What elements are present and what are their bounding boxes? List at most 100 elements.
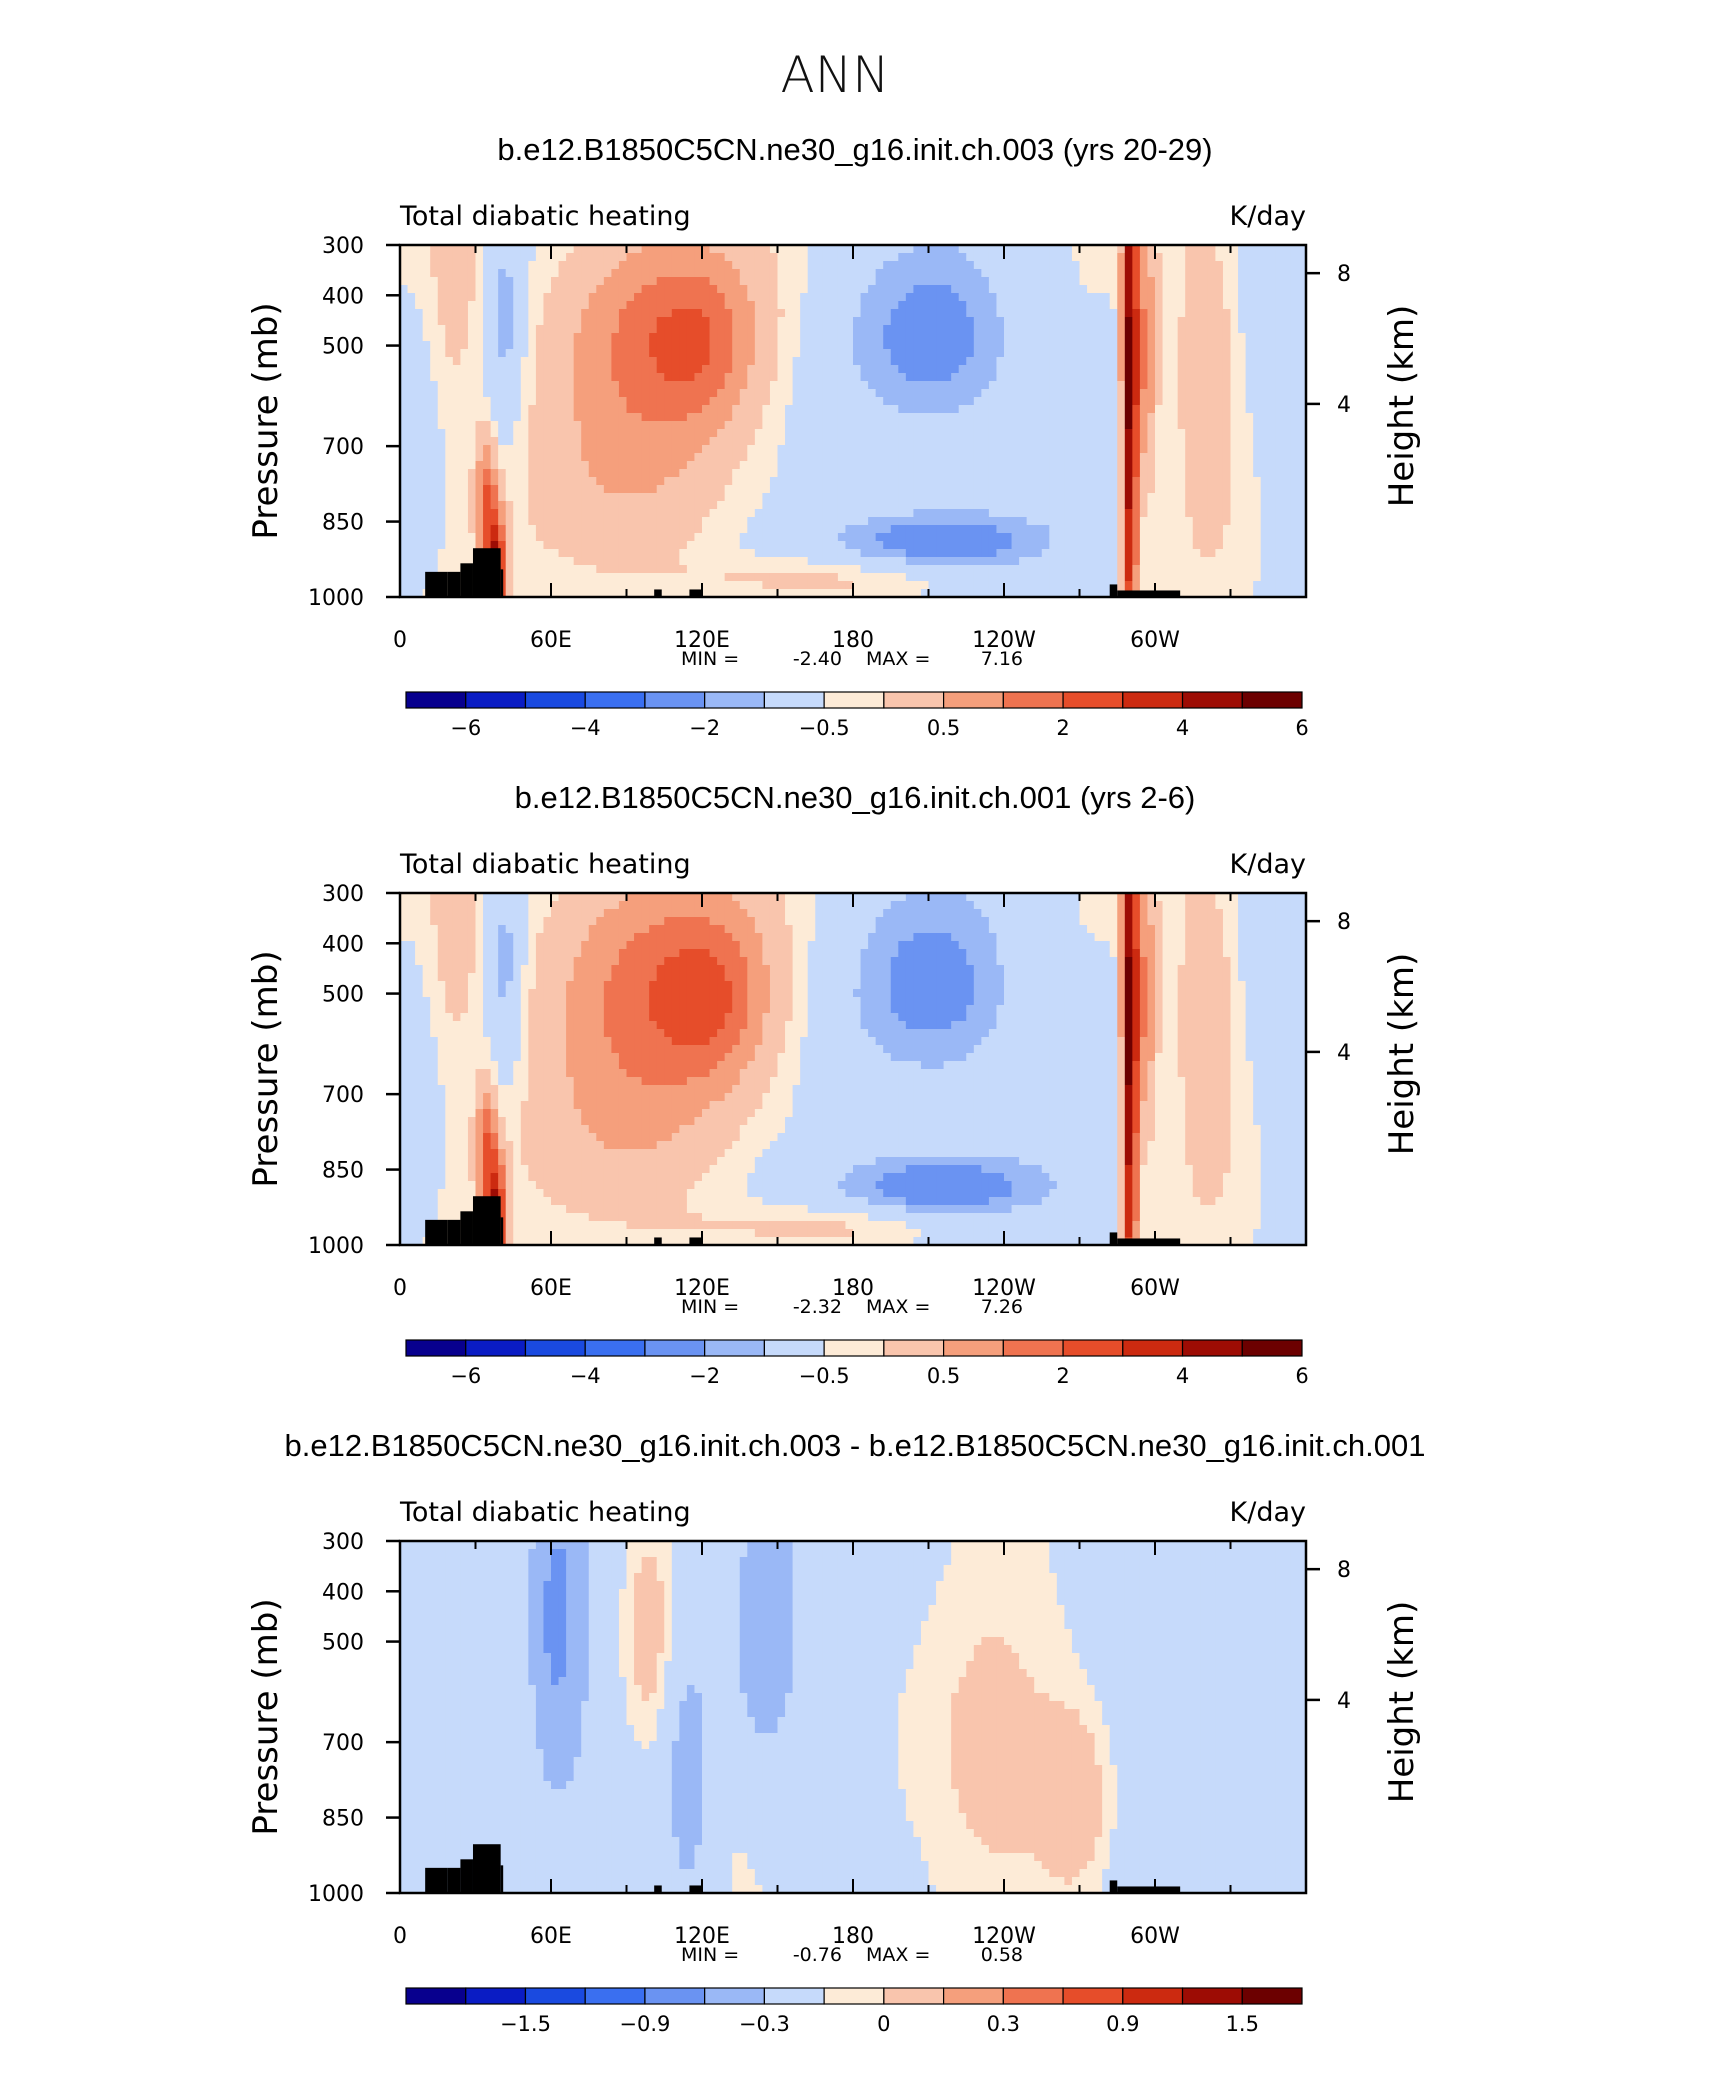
heatmap-cell	[1019, 469, 1028, 478]
heatmap-cell	[883, 477, 892, 486]
heatmap-cell	[1155, 397, 1164, 406]
heatmap-cell	[883, 381, 892, 390]
heatmap-cell	[641, 549, 650, 558]
heatmap-cell	[883, 461, 892, 470]
heatmap-cell	[905, 253, 914, 262]
heatmap-cell	[1109, 541, 1118, 550]
heatmap-cell	[1087, 557, 1096, 566]
heatmap-cell	[535, 341, 545, 350]
heatmap-cell	[626, 461, 635, 470]
heatmap-cell	[739, 525, 748, 534]
heatmap-cell	[618, 269, 628, 278]
heatmap-cell	[407, 405, 416, 414]
heatmap-cell	[883, 293, 892, 302]
heatmap-cell	[437, 493, 446, 502]
heatmap-cell	[1056, 509, 1065, 518]
heatmap-cell	[1087, 269, 1096, 278]
heatmap-cell	[1049, 269, 1058, 278]
heatmap-cell	[1034, 325, 1043, 334]
heatmap-cell	[551, 517, 560, 526]
heatmap-cell	[505, 317, 514, 326]
heatmap-cell	[1290, 317, 1300, 326]
heatmap-cell	[649, 557, 658, 566]
heatmap-cell	[1170, 261, 1179, 270]
heatmap-cell	[988, 277, 998, 286]
heatmap-cell	[1139, 437, 1149, 446]
heatmap-cell	[490, 485, 499, 494]
heatmap-cell	[415, 437, 424, 446]
heatmap-cell	[800, 373, 809, 382]
heatmap-cell	[898, 261, 907, 270]
heatmap-cell	[400, 437, 409, 446]
heatmap-cell	[1192, 413, 1201, 422]
heatmap-cell	[996, 325, 1005, 334]
heatmap-cell	[845, 333, 854, 342]
heatmap-cell	[603, 317, 612, 326]
heatmap-cell	[717, 525, 726, 534]
heatmap-cell	[566, 533, 575, 542]
heatmap-cell	[1215, 509, 1224, 518]
heatmap-cell	[777, 573, 786, 582]
heatmap-cell	[928, 541, 937, 550]
heatmap-cell	[769, 245, 779, 254]
heatmap-cell	[860, 357, 869, 366]
heatmap-cell	[1034, 533, 1043, 542]
heatmap-cell	[596, 253, 605, 262]
heatmap-cell	[1139, 461, 1149, 470]
heatmap-cell	[467, 397, 477, 406]
heatmap-cell	[853, 469, 862, 478]
heatmap-cell	[1019, 309, 1028, 318]
heatmap-cell	[1298, 453, 1306, 462]
heatmap-cell	[1253, 485, 1262, 494]
heatmap-cell	[679, 301, 688, 310]
heatmap-cell	[1109, 341, 1118, 350]
heatmap-cell	[1215, 565, 1224, 574]
heatmap-cell	[467, 549, 477, 558]
heatmap-cell	[566, 269, 575, 278]
heatmap-cell	[1290, 485, 1300, 494]
heatmap-cell	[1215, 365, 1224, 374]
heatmap-cell	[679, 469, 688, 478]
heatmap-cell	[732, 421, 741, 430]
heatmap-cell	[785, 405, 794, 414]
heatmap-cell	[732, 389, 741, 398]
heatmap-cell	[671, 301, 680, 310]
heatmap-field	[400, 245, 1306, 597]
heatmap-cell	[702, 405, 711, 414]
heatmap-cell	[747, 277, 756, 286]
heatmap-cell	[996, 381, 1005, 390]
heatmap-cell	[800, 565, 809, 574]
heatmap-cell	[475, 333, 484, 342]
heatmap-cell	[1275, 253, 1284, 262]
heatmap-cell	[626, 565, 635, 574]
heatmap-cell	[551, 461, 560, 470]
heatmap-cell	[1275, 445, 1284, 454]
heatmap-cell	[1170, 341, 1179, 350]
heatmap-cell	[807, 429, 816, 438]
heatmap-cell	[634, 245, 643, 254]
heatmap-cell	[966, 445, 975, 454]
heatmap-cell	[1117, 357, 1126, 366]
heatmap-cell	[1207, 485, 1216, 494]
heatmap-cell	[626, 549, 635, 558]
heatmap-cell	[520, 445, 529, 454]
heatmap-cell	[513, 261, 522, 270]
heatmap-cell	[1200, 477, 1209, 486]
heatmap-cell	[415, 293, 424, 302]
heatmap-cell	[641, 509, 650, 518]
heatmap-cell	[936, 341, 945, 350]
heatmap-cell	[785, 437, 794, 446]
heatmap-cell	[966, 541, 975, 550]
heatmap-cell	[656, 317, 665, 326]
heatmap-cell	[1238, 445, 1247, 454]
heatmap-cell	[671, 485, 680, 494]
heatmap-cell	[807, 341, 816, 350]
heatmap-cell	[641, 317, 650, 326]
heatmap-cell	[951, 453, 960, 462]
heatmap-cell	[1102, 429, 1111, 438]
heatmap-cell	[603, 397, 612, 406]
heatmap-cell	[875, 261, 884, 270]
heatmap-cell	[535, 301, 545, 310]
heatmap-cell	[558, 493, 567, 502]
heatmap-cell	[422, 437, 431, 446]
